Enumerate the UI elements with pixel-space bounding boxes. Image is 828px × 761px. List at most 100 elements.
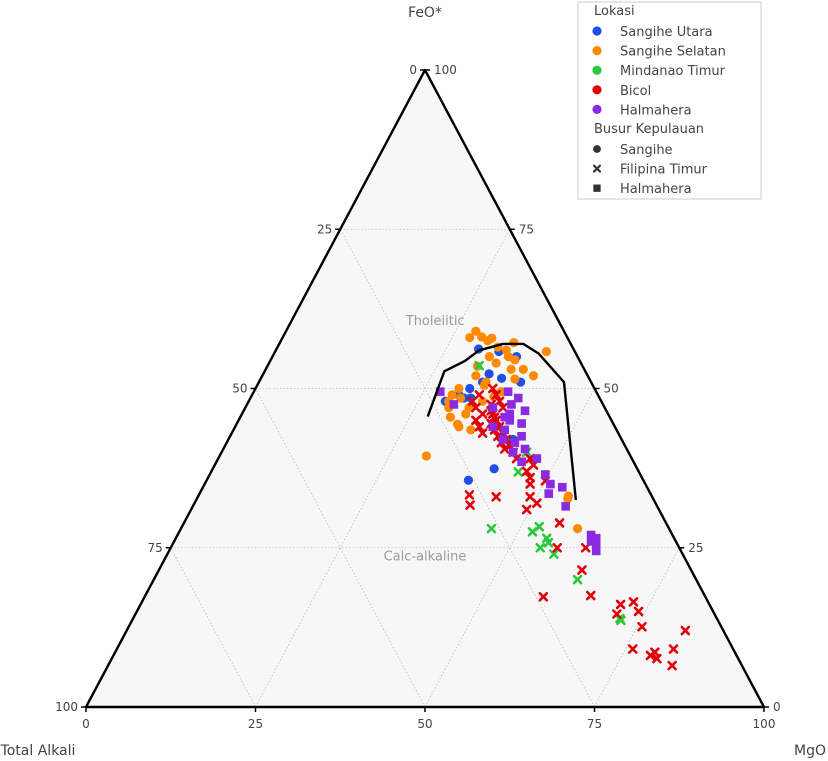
data-point-1-3 bbox=[509, 338, 519, 348]
data-point-1-13 bbox=[454, 383, 464, 394]
data-point-3-12 bbox=[474, 421, 485, 432]
data-point-1-1 bbox=[465, 332, 475, 343]
data-point-3-45 bbox=[667, 660, 677, 671]
data-point-4-19 bbox=[561, 502, 570, 511]
data-point-1-29 bbox=[466, 425, 476, 435]
data-point-1-16 bbox=[455, 393, 466, 403]
legend-arc-items: Sangihe Filipina Timur Halmahera bbox=[592, 143, 708, 197]
data-point-4-23 bbox=[591, 540, 601, 549]
data-point-4-4 bbox=[500, 412, 509, 422]
tick-label-right-2: 50 bbox=[604, 382, 619, 396]
data-point-4-7 bbox=[500, 425, 509, 435]
data-point-4-20 bbox=[586, 530, 596, 540]
data-point-3-54 bbox=[552, 542, 563, 553]
legend-location-marker-0 bbox=[592, 26, 602, 36]
data-point-4-17 bbox=[557, 482, 567, 492]
data-point-3-19 bbox=[489, 412, 500, 422]
data-point-3-37 bbox=[465, 500, 475, 510]
data-point-1-8 bbox=[491, 358, 501, 368]
legend-location-label-4: Halmahera bbox=[620, 103, 692, 118]
data-point-2-6 bbox=[527, 527, 538, 537]
data-point-1-26 bbox=[541, 346, 551, 357]
tick-label-left-4: 100 bbox=[55, 700, 78, 714]
data-point-2-9 bbox=[549, 549, 559, 559]
data-point-4-2 bbox=[488, 403, 498, 412]
data-point-2-4 bbox=[486, 523, 497, 534]
data-point-3-36 bbox=[464, 490, 475, 500]
data-point-3-27 bbox=[525, 453, 535, 464]
data-point-0-4 bbox=[497, 373, 507, 383]
data-point-1-32 bbox=[477, 332, 487, 342]
data-point-4-14 bbox=[517, 457, 526, 467]
grid-line-0-1 bbox=[255, 229, 511, 708]
data-point-3-41 bbox=[615, 599, 626, 610]
data-point-3-52 bbox=[633, 606, 644, 617]
data-point-1-30 bbox=[421, 451, 431, 461]
axis-title-left: Total Alkali bbox=[0, 743, 75, 759]
legend-location-items: Sangihe Utara Sangihe Selatan Mindanao Tim… bbox=[592, 25, 726, 118]
data-point-2-0 bbox=[474, 360, 485, 371]
data-point-4-3 bbox=[520, 406, 530, 416]
data-point-4-12 bbox=[508, 447, 518, 457]
tick-label-right-0: 100 bbox=[434, 63, 457, 77]
data-point-1-24 bbox=[528, 371, 539, 381]
data-point-3-48 bbox=[645, 650, 656, 661]
legend-arc-label-0: Sangihe bbox=[620, 143, 673, 158]
data-point-3-38 bbox=[521, 504, 532, 515]
data-point-2-10 bbox=[572, 574, 583, 585]
legend-location-label-3: Bicol bbox=[620, 84, 651, 99]
data-point-1-38 bbox=[572, 524, 583, 534]
data-point-4-26 bbox=[513, 393, 523, 403]
data-point-1-31 bbox=[487, 333, 497, 343]
legend-location-marker-4 bbox=[592, 104, 602, 114]
legend-location-label-0: Sangihe Utara bbox=[620, 25, 713, 40]
legend-arc-marker-1 bbox=[592, 164, 602, 173]
data-point-1-14 bbox=[479, 380, 489, 390]
region-labels: Tholeiitic Calc-alkaline bbox=[384, 314, 467, 565]
data-point-4-24 bbox=[591, 546, 601, 556]
data-point-2-2 bbox=[513, 467, 524, 477]
data-point-4-25 bbox=[503, 387, 513, 396]
data-point-4-21 bbox=[591, 533, 601, 543]
tick-label-left-2: 50 bbox=[232, 382, 247, 396]
data-point-3-0 bbox=[488, 383, 498, 394]
tick-label-bottom-2: 50 bbox=[417, 717, 432, 731]
tick-label-bottom-4: 100 bbox=[753, 717, 776, 731]
data-point-4-15 bbox=[541, 470, 550, 479]
data-point-2-8 bbox=[535, 542, 546, 553]
data-point-1-10 bbox=[506, 364, 516, 374]
data-point-3-46 bbox=[628, 644, 638, 654]
legend-title-arc: Busur Kepulauan bbox=[594, 122, 704, 137]
data-point-3-3 bbox=[498, 402, 508, 413]
axis-title-top: FeO* bbox=[408, 5, 442, 21]
tick-label-right-1: 75 bbox=[519, 222, 534, 236]
tick-label-right-4: 0 bbox=[773, 700, 781, 714]
data-point-1-33 bbox=[503, 352, 513, 362]
data-point-4-16 bbox=[546, 479, 555, 489]
tick-label-bottom-1: 25 bbox=[248, 717, 263, 731]
data-point-4-1 bbox=[449, 400, 459, 409]
data-point-1-21 bbox=[461, 409, 471, 419]
data-point-3-31 bbox=[525, 479, 535, 489]
data-point-3-49 bbox=[680, 625, 691, 636]
data-point-4-0 bbox=[435, 387, 445, 396]
data-point-3-55 bbox=[538, 591, 549, 602]
grid-line-0-2 bbox=[339, 229, 595, 708]
data-point-1-37 bbox=[563, 491, 573, 501]
legend-arc-label-2: Halmahera bbox=[620, 182, 692, 197]
legend-title-location: Lokasi bbox=[594, 4, 635, 19]
tick-label-right-3: 25 bbox=[688, 541, 703, 555]
data-point-3-14 bbox=[471, 402, 481, 413]
legend-arc-marker-0 bbox=[593, 145, 601, 153]
data-point-3-42 bbox=[585, 590, 596, 601]
data-point-0-6 bbox=[465, 383, 475, 394]
data-point-4-27 bbox=[507, 400, 516, 409]
data-points bbox=[421, 326, 691, 671]
data-point-3-40 bbox=[577, 565, 587, 575]
data-point-0-14 bbox=[463, 475, 473, 485]
data-point-0-13 bbox=[489, 464, 499, 474]
data-point-3-2 bbox=[494, 396, 505, 407]
data-point-4-22 bbox=[586, 537, 596, 546]
data-point-2-7 bbox=[543, 537, 554, 548]
